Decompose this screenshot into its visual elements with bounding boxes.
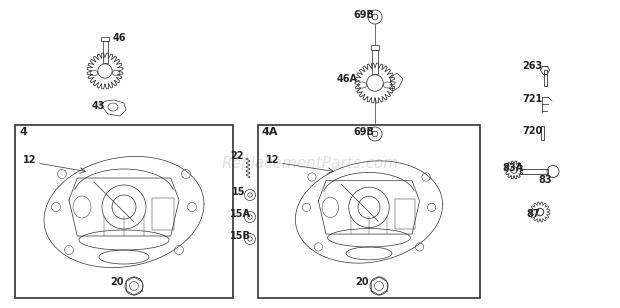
- Bar: [541, 126, 544, 140]
- Text: 4A: 4A: [262, 127, 278, 137]
- Text: 263: 263: [522, 61, 542, 71]
- Bar: [258, 125, 480, 298]
- Text: 83A: 83A: [502, 163, 523, 173]
- Bar: [15, 125, 233, 298]
- Text: ReplacementParts.com: ReplacementParts.com: [221, 156, 399, 171]
- Text: 83: 83: [538, 175, 552, 185]
- Bar: [395, 199, 415, 229]
- Bar: [371, 45, 379, 50]
- Text: 12: 12: [266, 155, 280, 165]
- Bar: [520, 169, 548, 174]
- Text: 12: 12: [23, 155, 37, 165]
- Text: 43: 43: [92, 101, 105, 111]
- Text: 69B: 69B: [353, 10, 374, 20]
- Text: 20: 20: [110, 277, 123, 287]
- Text: 15B: 15B: [230, 231, 251, 241]
- Bar: [152, 198, 174, 230]
- Bar: [102, 41, 107, 63]
- Bar: [101, 37, 109, 41]
- Text: 15A: 15A: [230, 209, 251, 219]
- Text: 46A: 46A: [337, 74, 358, 84]
- Text: 20: 20: [355, 277, 368, 287]
- Text: 4: 4: [19, 127, 27, 137]
- Text: 46: 46: [113, 33, 126, 43]
- Bar: [544, 70, 546, 86]
- Text: 87: 87: [526, 209, 539, 219]
- Bar: [372, 50, 378, 74]
- Text: 15: 15: [232, 187, 246, 197]
- Text: 69B: 69B: [353, 127, 374, 137]
- Text: 22: 22: [230, 151, 244, 161]
- Text: 720: 720: [522, 126, 542, 136]
- Text: 721: 721: [522, 94, 542, 104]
